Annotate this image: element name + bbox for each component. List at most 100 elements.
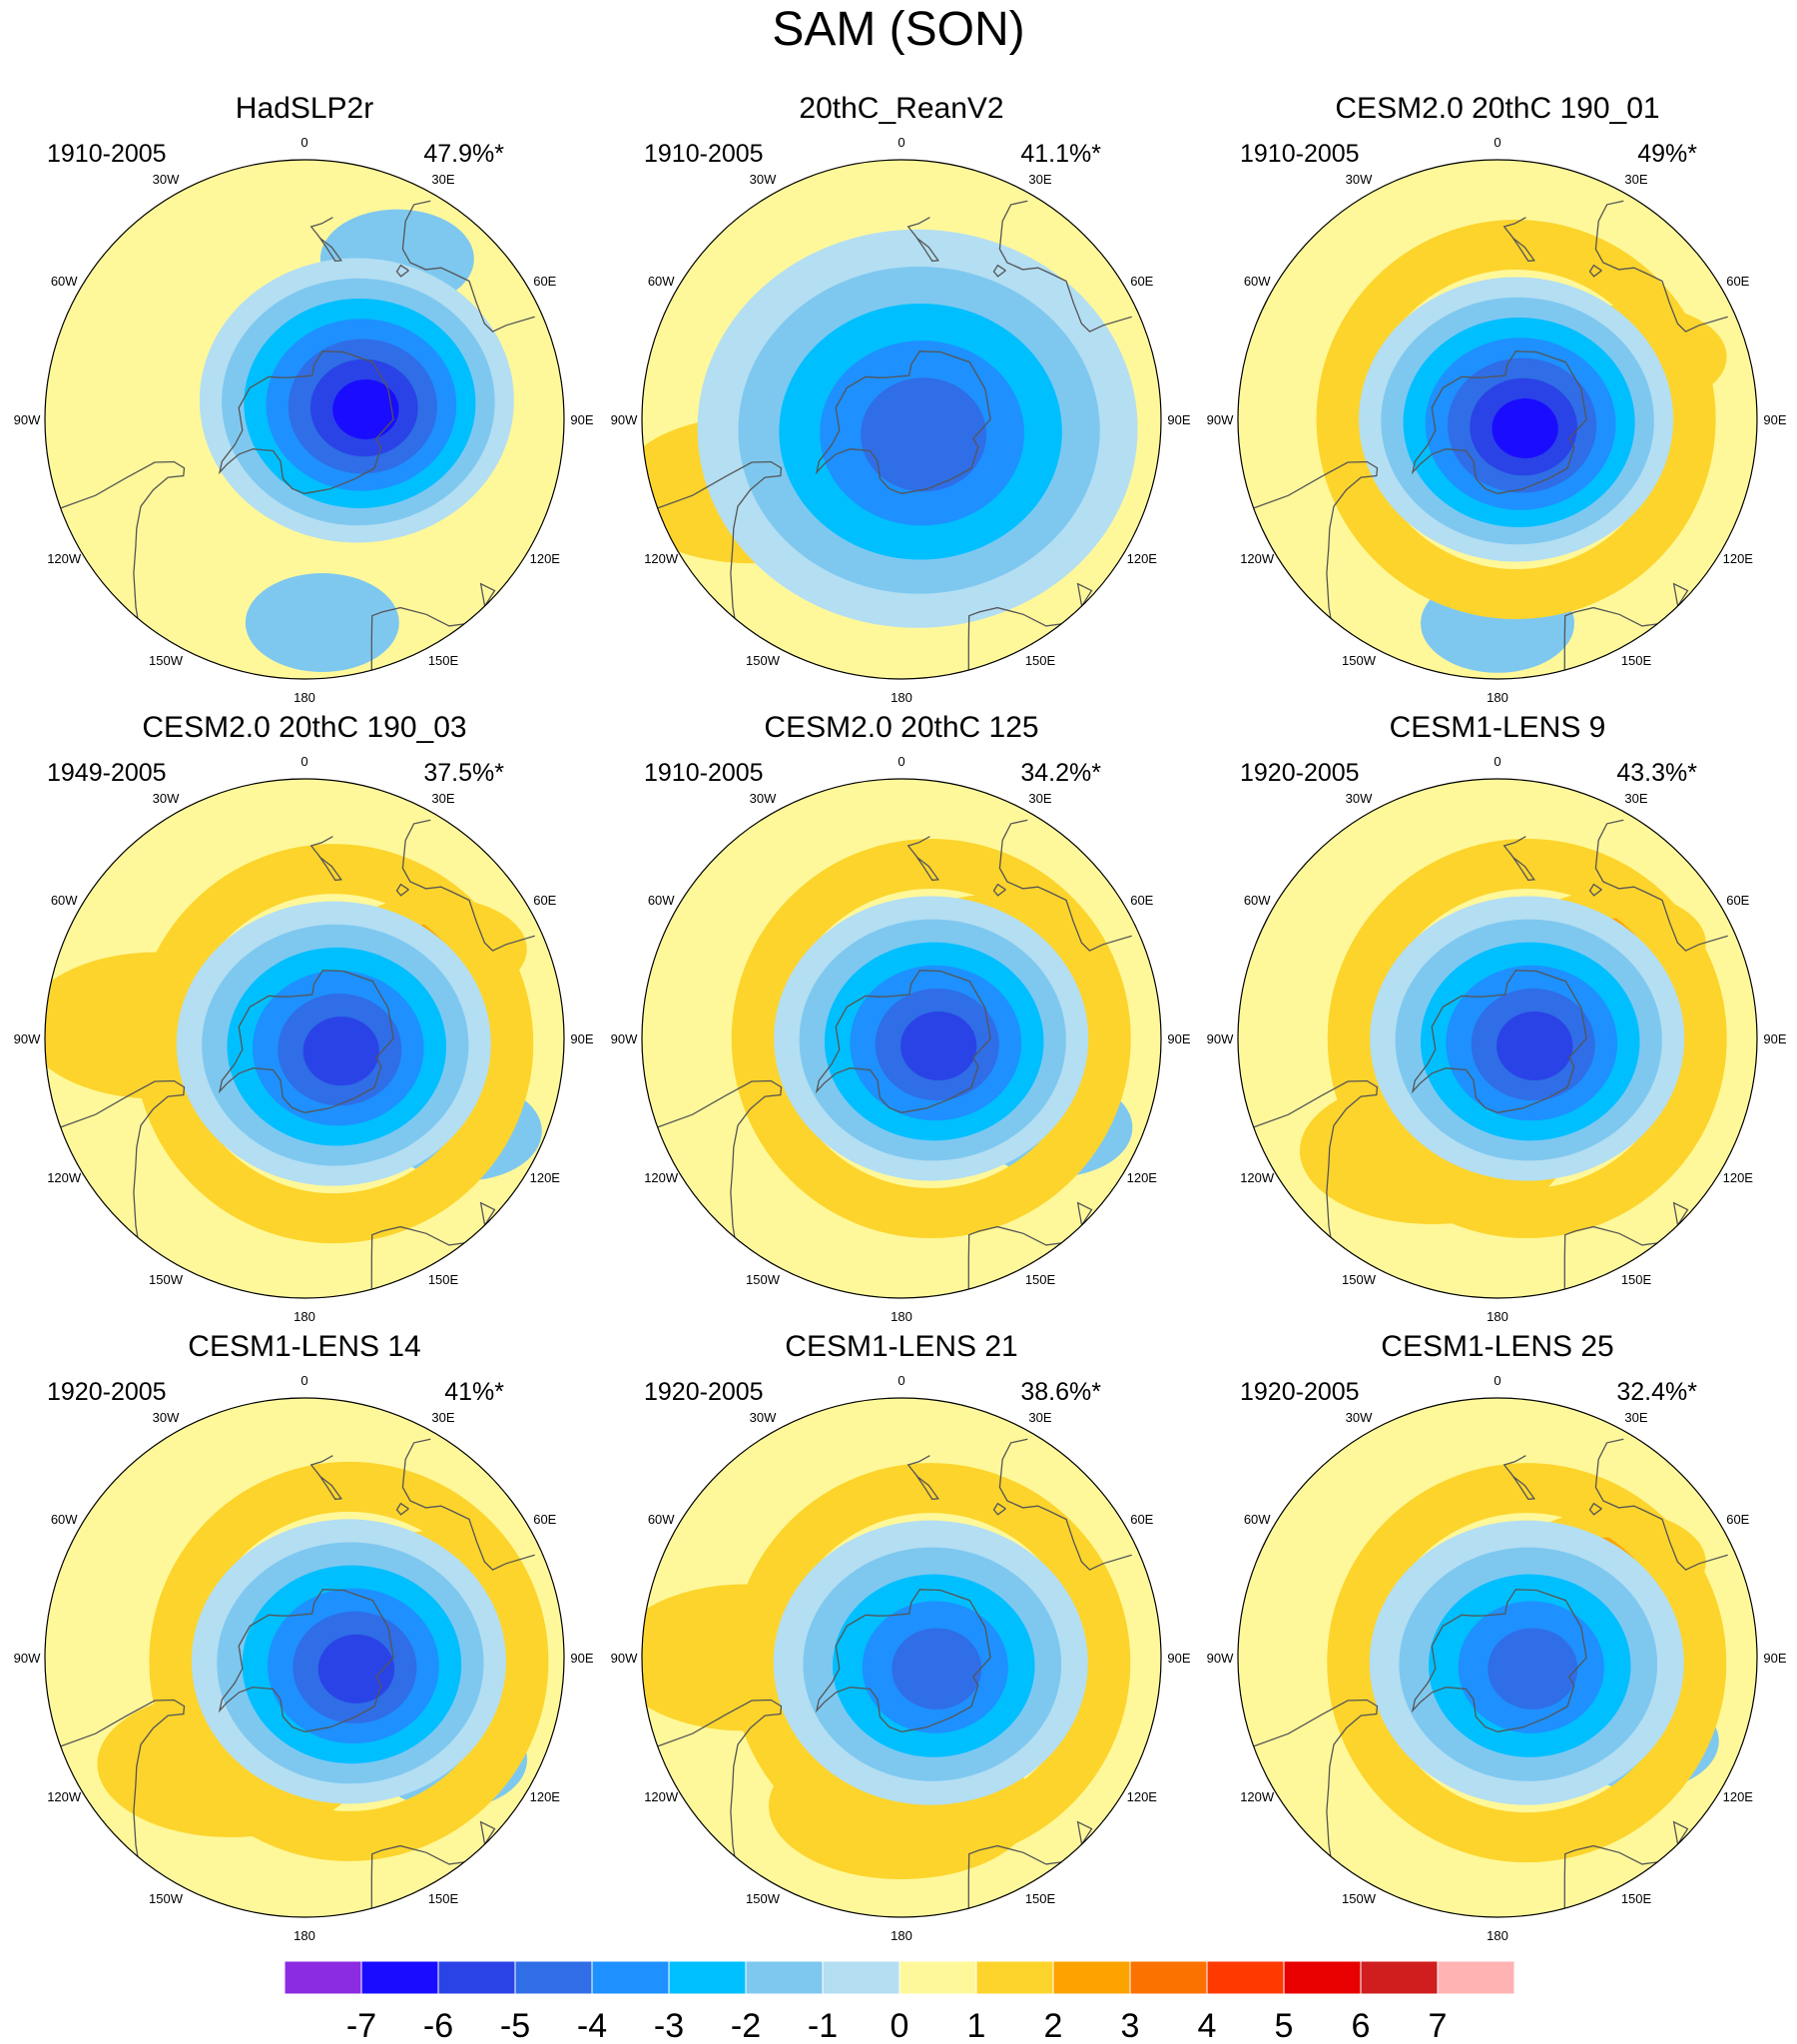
map-boundary	[641, 1397, 1162, 1918]
lon-label: 30E	[1624, 172, 1647, 187]
lon-label: 120E	[530, 1789, 561, 1804]
colorbar-label: 5	[1275, 2007, 1294, 2044]
coastline	[60, 460, 186, 619]
lon-label: 150E	[428, 1272, 459, 1287]
panel: CESM2.0 20thC 190_03 1949-2005 37.5%* 0 30E 6…	[14, 711, 594, 1324]
coastline	[1672, 1820, 1689, 1845]
lon-label: 180	[294, 1928, 315, 1943]
coastline	[401, 819, 535, 952]
panel: CESM1-LENS 25 1920-2005 32.4%* 0 30E 60E 90E 12…	[1207, 1330, 1787, 1943]
lon-label: 60W	[51, 274, 78, 289]
coastline	[370, 1844, 465, 1909]
coastline	[1253, 1079, 1379, 1238]
lon-label: 60W	[51, 893, 78, 908]
map-field	[45, 779, 564, 1298]
contour-level	[900, 1011, 977, 1081]
coastline	[1076, 1820, 1093, 1845]
lon-label: 120W	[47, 1170, 82, 1185]
colorbar-swatch	[745, 1960, 824, 1995]
coastline	[1253, 460, 1379, 619]
coastline	[1076, 1201, 1093, 1226]
lon-label: 150E	[1025, 1891, 1056, 1906]
panel: CESM2.0 20thC 190_01 1910-2005 49%* 0 30E 60E…	[1207, 92, 1787, 705]
lon-label: 150W	[1342, 1891, 1377, 1906]
coastline	[1672, 582, 1689, 607]
panel-title: 20thC_ReanV2	[799, 92, 1003, 125]
panel-title: CESM1-LENS 9	[1390, 711, 1606, 744]
map-boundary	[44, 1397, 565, 1918]
lon-label: 0	[300, 135, 307, 150]
coastline	[479, 1820, 496, 1845]
coastline	[479, 582, 496, 607]
lon-label: 120E	[1723, 551, 1754, 566]
panel-title: CESM1-LENS 14	[188, 1330, 420, 1363]
coastline	[1563, 1225, 1658, 1290]
lon-label: 60E	[1130, 893, 1153, 908]
coastline	[1588, 264, 1602, 278]
lon-label: 180	[891, 1928, 912, 1943]
colorbar-swatch	[1283, 1960, 1362, 1995]
colorbar-swatch	[1360, 1960, 1439, 1995]
lon-label: 180	[891, 1309, 912, 1324]
coastline	[1411, 970, 1587, 1113]
contour-ring	[731, 839, 1131, 1238]
coastline	[370, 1225, 465, 1290]
lon-label: 120E	[530, 551, 561, 566]
panel-title: CESM1-LENS 25	[1381, 1330, 1613, 1363]
lon-label: 90W	[1207, 412, 1234, 427]
lon-label: 60E	[533, 1512, 556, 1527]
lon-label: 60W	[648, 893, 675, 908]
panel-period: 1920-2005	[47, 1378, 167, 1406]
contour-level	[1492, 398, 1558, 458]
lon-label: 120W	[1240, 551, 1275, 566]
panel-variance: 38.6%*	[1020, 1378, 1101, 1406]
coastline	[1594, 200, 1728, 333]
coastline	[1588, 1502, 1602, 1516]
contour-blob	[245, 573, 399, 673]
panel: HadSLP2r 1910-2005 47.9%* 0 30E 60E 90E 120E 150…	[14, 92, 594, 705]
panel-period: 1920-2005	[1240, 759, 1360, 787]
lon-label: 90E	[1167, 1031, 1190, 1046]
figure-title: SAM (SON)	[772, 3, 1024, 56]
lon-label: 30W	[1346, 172, 1373, 187]
coastline	[992, 883, 1006, 897]
colorbar-swatch	[975, 1960, 1054, 1995]
colorbar: -7 -6 -5 -4 -3 -2 -1 0 1 2 3 4 5 6 7	[284, 1960, 1515, 2044]
panel-period: 1920-2005	[644, 1378, 764, 1406]
panel-period: 1920-2005	[1240, 1378, 1360, 1406]
coastline	[998, 200, 1132, 333]
lon-label: 90W	[1207, 1031, 1234, 1046]
map-field	[1238, 160, 1757, 679]
lon-label: 60W	[648, 274, 675, 289]
coastline	[60, 1079, 186, 1238]
lon-label: 90W	[611, 412, 638, 427]
lon-label: 30W	[153, 791, 180, 806]
contour-level	[1497, 1011, 1573, 1081]
contour-level	[302, 1017, 379, 1086]
coastline	[657, 460, 783, 619]
lon-label: 180	[294, 1309, 315, 1324]
contour-level	[317, 1634, 395, 1703]
lon-label: 90E	[1763, 412, 1786, 427]
panel-variance: 32.4%*	[1616, 1378, 1697, 1406]
contour-level	[1488, 1628, 1578, 1709]
colorbar-swatch	[591, 1960, 670, 1995]
panel-variance: 41.1%*	[1020, 140, 1101, 168]
lon-label: 30E	[431, 172, 454, 187]
coastline	[1253, 1699, 1379, 1857]
lon-label: 120W	[1240, 1170, 1275, 1185]
lon-label: 120W	[47, 551, 82, 566]
lon-label: 150E	[1621, 1272, 1652, 1287]
lon-label: 60W	[648, 1512, 675, 1527]
coastline	[815, 350, 991, 494]
lon-label: 30E	[431, 1410, 454, 1425]
coastline	[1502, 217, 1535, 263]
lon-label: 90W	[14, 1651, 41, 1666]
lon-label: 60W	[1244, 1512, 1271, 1527]
lon-label: 0	[898, 1373, 904, 1388]
lon-label: 150W	[1342, 653, 1377, 668]
lon-label: 90W	[14, 1031, 41, 1046]
coastline	[309, 217, 342, 263]
coastline	[1411, 1589, 1587, 1732]
coastline	[370, 606, 465, 671]
